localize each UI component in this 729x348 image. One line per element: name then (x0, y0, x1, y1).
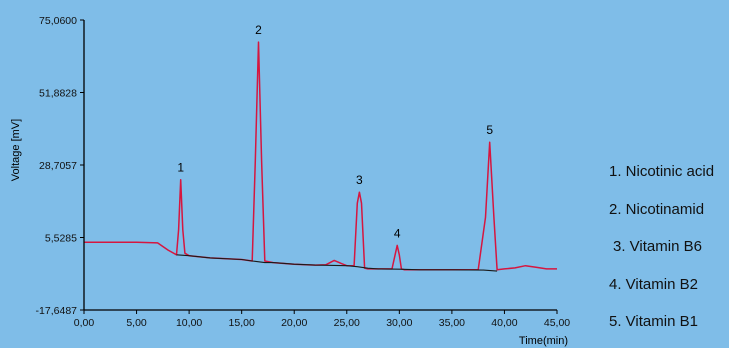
series-layer (84, 41, 557, 272)
x-tick-label: 30,00 (386, 317, 412, 329)
legend: 1. Nicotinic acid 2. Nicotinamid 3. Vita… (609, 160, 714, 348)
x-tick-label: 15,00 (229, 317, 255, 329)
signal-trace (84, 41, 557, 271)
x-tick-label: 0,00 (74, 317, 95, 329)
y-tick-label: -17,6487 (36, 305, 78, 317)
x-tick-label: 35,00 (439, 317, 465, 329)
peak-label: 5 (486, 123, 493, 137)
legend-item-3: 3. Vitamin B6 (613, 238, 702, 255)
peak-label: 4 (394, 226, 401, 240)
y-axis-title: Voltage [mV] (10, 119, 22, 181)
x-tick-label: 45,00 (544, 317, 570, 329)
x-tick-label: 10,00 (176, 317, 202, 329)
y-tick-label: 75,0600 (39, 15, 77, 27)
legend-item-5: 5. Vitamin B1 (609, 313, 698, 330)
y-tick-label: 51,8828 (39, 88, 77, 100)
y-tick-label: 28,7057 (39, 160, 77, 172)
legend-item-1: 1. Nicotinic acid (609, 163, 715, 180)
x-tick-label: 40,00 (491, 317, 517, 329)
legend-item-4: 4. Vitamin B2 (609, 275, 698, 293)
x-axis-title: Time(min) (519, 335, 568, 347)
peak-label: 2 (255, 23, 262, 37)
peak-label: 1 (177, 161, 184, 175)
x-tick-label: 20,00 (281, 317, 307, 329)
y-ticks: 75,0600 51,8828 28,7057 5,5285 -17,6487 (36, 15, 84, 317)
legend-item-2: 2. Nicotinamid (609, 200, 705, 218)
x-tick-label: 5,00 (126, 317, 147, 329)
x-ticks: 0,00 5,00 10,00 15,00 20,00 25,00 30,00 35,00 40… (74, 310, 570, 329)
peak-label: 3 (356, 173, 363, 187)
baseline-trace (176, 254, 498, 272)
x-tick-label: 25,00 (334, 317, 360, 329)
peak-labels: 1 2 3 4 5 (177, 23, 493, 240)
y-tick-label: 5,5285 (45, 233, 77, 245)
